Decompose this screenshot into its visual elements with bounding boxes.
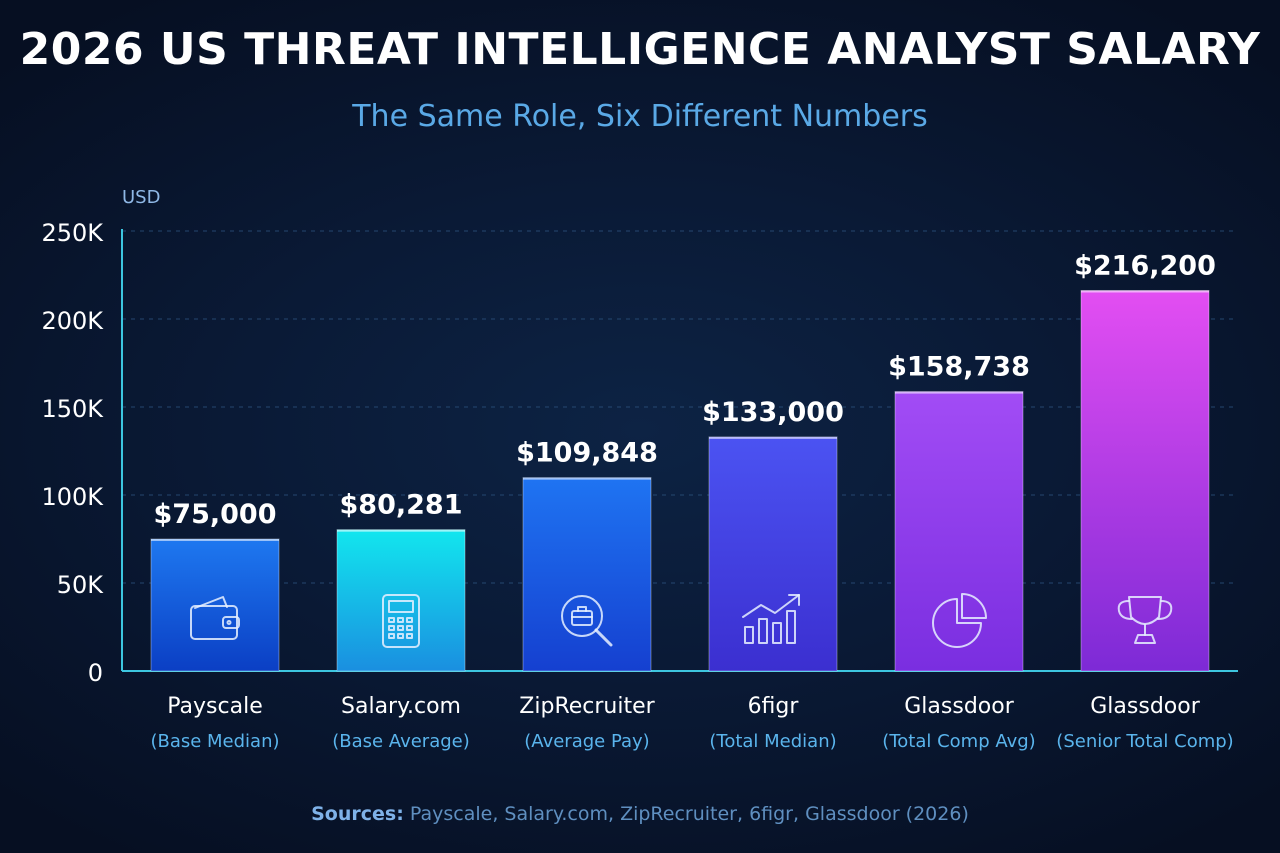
sources-footnote: Sources: Payscale, Salary.com, ZipRecrui… <box>0 803 1280 825</box>
x-category-label: Glassdoor <box>904 694 1014 719</box>
x-category-label: ZipRecruiter <box>519 694 655 719</box>
bar-highlight <box>895 391 1023 394</box>
bar-group-4 <box>708 436 838 672</box>
chart-subtitle: The Same Role, Six Different Numbers <box>352 99 928 134</box>
calculator-icon <box>382 594 420 648</box>
y-tick-label: 200K <box>41 307 104 335</box>
x-category-label: Payscale <box>167 694 262 719</box>
bar[interactable] <box>522 477 652 672</box>
bar-value-label: $133,000 <box>702 397 844 428</box>
bar-group-5 <box>894 391 1024 672</box>
bar-group-3 <box>522 477 652 672</box>
labels: $75,000 Payscale (Base Median) $80,281 Salar… <box>150 250 1233 752</box>
bar-highlight <box>151 539 279 541</box>
y-tick-label: 250K <box>41 219 104 247</box>
y-tick-label: 0 <box>88 659 103 687</box>
x-category-sublabel: (Average Pay) <box>524 731 649 752</box>
x-category-label: 6figr <box>748 694 800 719</box>
bar-value-label: $109,848 <box>516 438 658 469</box>
y-tick-label: 100K <box>41 483 104 511</box>
y-tick-label: 50K <box>57 571 105 599</box>
wallet-icon <box>190 596 240 640</box>
x-category-label: Glassdoor <box>1090 694 1200 719</box>
bar-highlight <box>523 477 651 480</box>
bar-value-label: $158,738 <box>888 352 1030 383</box>
bar-highlight <box>337 529 465 532</box>
bar[interactable] <box>894 391 1024 672</box>
bar-highlight <box>709 436 837 439</box>
briefcase-search-icon <box>561 595 613 647</box>
axes: USD 0 50K 100K 150K 200K 250K <box>41 187 1238 687</box>
growth-chart-icon <box>742 594 800 644</box>
x-category-sublabel: (Total Median) <box>709 731 836 752</box>
bar[interactable] <box>1080 289 1210 672</box>
bar-highlight <box>1081 290 1209 293</box>
bar-value-label: $80,281 <box>340 490 463 521</box>
trophy-icon <box>1117 596 1173 644</box>
chart-title: 2026 US THREAT INTELLIGENCE ANALYST SALA… <box>19 24 1261 75</box>
x-category-sublabel: (Base Average) <box>332 731 470 752</box>
gridlines <box>122 230 1238 584</box>
bars <box>150 289 1210 672</box>
bar-value-label: $75,000 <box>154 499 277 530</box>
bar-value-label: $216,200 <box>1074 250 1216 281</box>
bar-group-1 <box>150 538 280 672</box>
pie-chart-icon <box>932 593 987 648</box>
y-axis-unit-label: USD <box>122 187 160 208</box>
bar-group-6 <box>1080 289 1210 672</box>
sources-text: Payscale, Salary.com, ZipRecruiter, 6fig… <box>403 803 969 825</box>
x-category-sublabel: (Senior Total Comp) <box>1056 731 1233 752</box>
x-category-label: Salary.com <box>341 694 461 719</box>
y-tick-label: 150K <box>41 395 104 423</box>
sources-label: Sources: <box>311 803 404 825</box>
x-category-sublabel: (Total Comp Avg) <box>882 731 1035 752</box>
bar-group-2 <box>336 529 466 672</box>
x-category-sublabel: (Base Median) <box>150 731 279 752</box>
